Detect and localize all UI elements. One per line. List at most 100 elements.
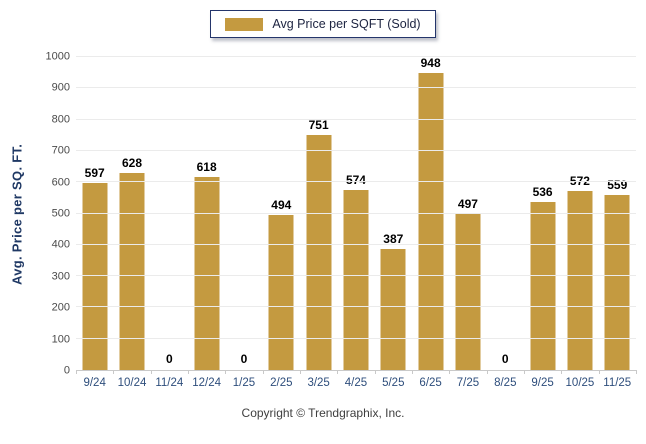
y-tick-label: 1000 [45,50,70,63]
x-tick-label: 2/25 [270,377,293,389]
bar-cell: 618 [188,57,225,370]
x-tick-label: 7/25 [456,377,480,389]
gridline [76,56,636,57]
chart: Avg. Price per SQ. FT. 0 100 200 300 400 500 6… [0,51,637,376]
bar-cell: 628 [113,57,150,370]
x-axis-tick [486,370,488,374]
x-tick-label: 11/25 [603,377,632,389]
x-axis-tick [561,370,563,374]
bar [194,176,220,370]
x-axis-tick [449,370,451,374]
y-tick-label: 800 [51,113,70,126]
gridline [76,306,636,308]
legend-label: Avg Price per SQFT (Sold) [272,17,421,31]
legend: Avg Price per SQFT (Sold) [0,10,646,38]
y-tick-label: 900 [51,81,70,94]
y-axis-labels: 0 100 200 300 400 500 600 700 800 900 1000 [34,51,76,376]
x-axis-tick [262,370,264,374]
x-tick-label: 1/25 [232,377,256,389]
gridline [76,243,636,245]
x-axis-tick [636,370,637,374]
bar [418,73,444,370]
legend-swatch [225,17,264,31]
x-tick-label: 10/25 [565,377,595,389]
x-axis-tick [76,370,77,374]
x-axis-tick [412,370,413,374]
bar-value-label: 572 [569,173,590,188]
bar-value-label: 494 [271,198,292,213]
x-axis-tick [150,370,152,374]
x-tick-label: 12/24 [192,377,222,389]
bar-cell: 751 [300,57,337,370]
x-axis-labels: 9/24 10/24 11/24 12/24 1/25 2/25 3/25 4/25 5/25 6… [76,377,636,395]
x-tick-label: 11/24 [155,377,184,389]
bar-cell: 574 [337,57,374,370]
x-tick-label: 8/25 [494,377,517,389]
bar-value-label: 387 [383,231,404,246]
x-tick-label: 10/24 [117,377,147,389]
bar [455,214,481,370]
y-tick-label: 0 [63,364,70,377]
bar-value-label: 597 [84,166,105,181]
y-tick-label: 200 [51,301,70,314]
x-tick-label: 6/25 [419,377,442,389]
bar-cell: 948 [412,57,449,370]
gridline [76,87,636,89]
bar [380,248,406,370]
bar-value-label: 628 [121,156,142,171]
x-tick-label: 9/24 [83,377,106,389]
x-axis-tick [113,370,115,374]
bar [343,190,369,370]
bar-cell: 0 [487,57,524,370]
x-tick-label: 9/25 [531,377,554,389]
gridline [76,275,636,277]
x-axis-tick [225,370,227,374]
bar [268,215,294,370]
x-axis-tick [188,370,189,374]
bar [119,173,145,370]
bar-value-label: 0 [240,352,248,366]
bar-value-label: 948 [420,56,441,71]
bar-cell: 597 [76,57,113,370]
bar-value-label: 751 [308,117,329,132]
bar [530,202,556,370]
bar-cell: 572 [561,57,598,370]
bar [82,183,108,370]
x-axis-tick [598,370,600,374]
gridline [76,181,636,183]
bar [604,195,630,370]
bar-cell: 494 [263,57,300,370]
x-tick-label: 3/25 [307,377,330,389]
y-tick-label: 500 [51,207,70,220]
legend-box: Avg Price per SQFT (Sold) [210,10,436,38]
bar-value-label: 0 [165,352,173,366]
bars-row: 597 628 0 618 0 494 751 574 387 948 497 0 536 572 559 [76,57,636,370]
gridline [76,149,636,151]
bar-cell: 497 [449,57,486,370]
bar-cell: 387 [375,57,412,370]
bar-value-label: 618 [196,159,217,174]
copyright-text: Copyright © Trendgraphix, Inc. [241,406,405,420]
gridline [76,212,636,214]
bar-value-label: 574 [346,174,366,186]
gridline [76,337,636,339]
y-tick-label: 700 [51,144,70,157]
gridline [76,118,636,120]
bar-cell: 0 [225,57,262,370]
bar-cell: 536 [524,57,561,370]
y-tick-label: 400 [51,238,70,251]
bar-cell: 559 [599,57,636,370]
y-axis-title: Avg. Price per SQ. FT. [9,143,25,285]
y-tick-label: 100 [51,333,70,346]
bar-cell: 0 [151,57,188,370]
x-axis-tick [524,370,525,374]
y-tick-label: 300 [51,270,70,283]
x-tick-label: 4/25 [344,377,368,389]
x-tick-label: 5/25 [382,377,405,389]
bar [567,190,593,370]
bar [306,134,332,370]
bar-value-label: 0 [501,352,509,366]
x-axis-tick [374,370,376,374]
bar-value-label: 536 [532,185,553,200]
y-tick-label: 600 [51,176,70,189]
